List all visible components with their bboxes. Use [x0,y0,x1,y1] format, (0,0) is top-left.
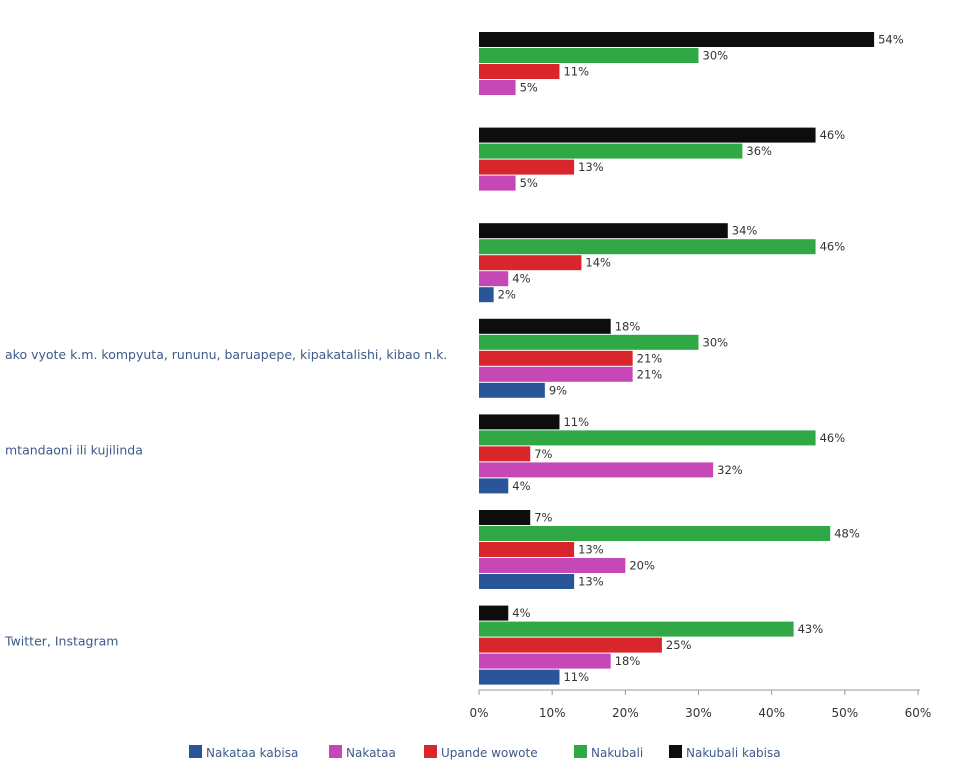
data-label: 14% [585,256,611,270]
data-label: 4% [512,272,530,286]
bar [479,653,611,669]
data-label: 4% [512,479,530,493]
tick-label: 30% [685,706,712,720]
bar [479,446,531,462]
bar [479,366,633,382]
bar [479,159,575,175]
legend-swatch [329,745,342,758]
data-label: 5% [520,176,538,190]
bar [479,239,816,255]
legend-swatch [669,745,682,758]
bar [479,478,509,494]
legend-swatch [574,745,587,758]
data-label: 48% [834,527,860,541]
bar [479,621,794,637]
data-label: 13% [578,543,604,557]
data-label: 21% [637,351,663,365]
data-label: 4% [512,606,530,620]
category-label: mtandaoni ili kujilinda [5,442,143,457]
bar [479,350,633,366]
data-label: 7% [534,511,552,525]
data-label: 25% [666,638,692,652]
tick-label: 10% [539,706,566,720]
category-labels-layer: ako vyote k.m. kompyuta, rununu, baruape… [4,347,447,649]
bar [479,605,509,621]
data-label: 11% [563,670,589,684]
tick-label: 40% [758,706,785,720]
legend-label: Nakubali [591,746,643,760]
data-label: 34% [732,224,758,238]
data-label: 54% [878,33,904,47]
data-label: 13% [578,160,604,174]
data-label: 30% [703,335,729,349]
data-label: 46% [820,431,846,445]
x-axis-ticks-layer: 0% 10% 20% 30% 40% 50% 60% [469,690,931,720]
data-label: 11% [563,415,589,429]
bars-layer [479,32,875,685]
data-label: 46% [820,240,846,254]
bar [479,669,560,685]
bar [479,637,662,653]
data-label: 2% [498,288,516,302]
legend-swatch [189,745,202,758]
tick-label: 60% [905,706,932,720]
data-label: 9% [549,383,567,397]
bar [479,318,611,334]
data-label: 30% [703,49,729,63]
legend-label: Nakataa [346,746,396,760]
category-label: ako vyote k.m. kompyuta, rununu, baruape… [5,347,447,362]
tick-label: 20% [612,706,639,720]
bar [479,334,699,350]
value-labels-layer: 54% 30% 11% 5% 46% 36% 13% 5% 34% 46% 14% 4% 2% 18% 30… [498,33,904,685]
data-label: 13% [578,575,604,589]
bar [479,462,714,478]
bar [479,526,831,541]
legend-swatch [424,745,437,758]
data-label: 36% [746,144,772,158]
bar [479,414,560,430]
legend-label: Nakubali kabisa [686,746,781,760]
bar [479,430,816,446]
data-label: 18% [615,319,641,333]
data-label: 5% [520,81,538,95]
data-label: 21% [637,367,663,381]
legend-label: Nakataa kabisa [206,746,298,760]
data-label: 11% [563,65,589,79]
tick-label: 50% [831,706,858,720]
data-label: 32% [717,463,743,477]
legend: Nakataa kabisa Nakataa Upande wowote Nakuba… [189,745,781,760]
category-label: Twitter, Instagram [4,634,118,649]
bar [479,32,875,47]
bar [479,64,560,79]
data-label: 20% [629,559,655,573]
bar [479,574,575,589]
data-label: 46% [820,128,846,142]
bar [479,175,516,191]
bar [479,542,575,557]
data-label: 18% [615,654,641,668]
bar [479,510,531,525]
bar [479,223,728,239]
bar [479,382,545,398]
bar [479,80,516,95]
data-label: 7% [534,447,552,461]
bar [479,48,699,63]
bar [479,558,626,573]
bar [479,271,509,287]
legend-label: Upande wowote [441,746,538,760]
bar [479,127,816,143]
bar [479,255,582,271]
tick-label: 0% [469,706,488,720]
bar [479,143,743,159]
data-label: 43% [798,622,824,636]
bar [479,287,494,303]
